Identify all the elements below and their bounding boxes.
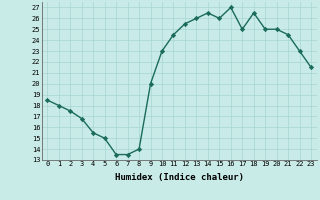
X-axis label: Humidex (Indice chaleur): Humidex (Indice chaleur)	[115, 173, 244, 182]
